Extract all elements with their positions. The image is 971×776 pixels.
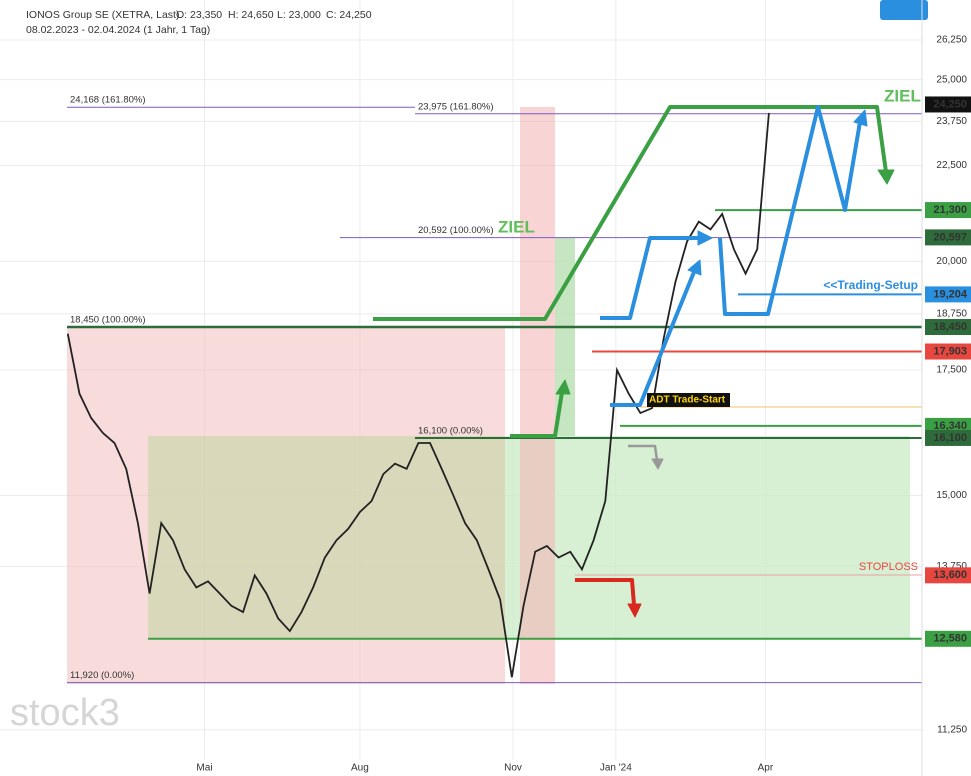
price-tag: 20,597: [933, 231, 967, 243]
y-tick-label: 15,000: [936, 490, 967, 501]
price-tag: 13,600: [933, 569, 967, 581]
price-tag: 16,100: [933, 432, 967, 444]
fib-label: 20,592 (100.00%): [418, 225, 494, 236]
arrow-head: [687, 259, 702, 276]
ohlc-close: C: 24,250: [326, 9, 372, 21]
y-tick-label: 20,000: [936, 256, 967, 267]
ohlc-open: O: 23,350: [176, 9, 222, 21]
green-path: [510, 391, 564, 438]
ziel-label: ZIEL: [884, 86, 921, 105]
arrow-head: [651, 458, 664, 470]
chart-subtitle: 08.02.2023 - 02.04.2024 (1 Jahr, 1 Tag): [26, 24, 210, 36]
y-tick-label: 18,750: [936, 309, 967, 320]
stoploss-label: STOPLOSS: [859, 561, 918, 573]
price-tag: 16,340: [933, 420, 967, 432]
fib-label: 16,100 (0.00%): [418, 425, 483, 436]
y-tick-label: 25,000: [936, 74, 967, 85]
x-tick-label: Apr: [758, 763, 774, 774]
price-tag-bg: [925, 286, 971, 303]
price-tag-bg: [925, 319, 971, 336]
price-tag: 24,250: [933, 98, 967, 110]
price-tag-bg: [925, 417, 971, 434]
blue-path: [600, 236, 700, 320]
price-tag-bg: [925, 429, 971, 446]
price-tag-bg: [925, 96, 971, 113]
price-tag: 21,300: [933, 204, 967, 216]
y-tick-label: 22,500: [936, 160, 967, 171]
price-line: [66, 112, 770, 678]
price-tag: 19,204: [933, 288, 968, 300]
fib-label: 23,975 (161.80%): [418, 101, 494, 112]
fib-label: 11,920 (0.00%): [70, 670, 134, 681]
chart-title: IONOS Group SE (XETRA, Last): [26, 9, 179, 21]
gray-path: [628, 444, 659, 461]
price-tag: 12,580: [933, 633, 967, 645]
levels: 24,168 (161.80%) 23,975 (161.80%) 20,592 (…: [67, 95, 922, 684]
zone-green-vertical: [555, 238, 575, 436]
arrow-head: [627, 603, 642, 618]
trade-start-bg: [647, 393, 730, 407]
fib-label: 24,168 (161.80%): [70, 95, 146, 106]
x-tick-label: Jan '24: [600, 763, 632, 774]
price-tag-bg: [925, 202, 971, 219]
axis: 11,250 13,750 15,000 17,500 18,750 20,000 22,5…: [196, 0, 971, 776]
zone-green: [505, 436, 910, 639]
y-tick-label: 17,500: [936, 365, 967, 376]
x-tick-label: Nov: [504, 763, 522, 774]
green-path: [373, 105, 888, 321]
header: IONOS Group SE (XETRA, Last) O: 23,350 H…: [26, 9, 372, 36]
x-tick-label: Mai: [196, 763, 212, 774]
toolbar-button[interactable]: [880, 0, 928, 20]
y-tick-label: 13,750: [936, 561, 967, 572]
arrow-head: [853, 109, 868, 127]
y-tick-label: 23,750: [936, 116, 967, 127]
arrow-head: [697, 230, 713, 246]
x-tick-label: Aug: [351, 763, 369, 774]
watermark: stock3: [10, 692, 120, 734]
price-tag: 18,450: [933, 321, 967, 333]
trading-setup-label: <<Trading-Setup: [823, 278, 918, 292]
price-tag-bg: [925, 229, 971, 246]
price-tag-bg: [925, 567, 971, 584]
arrows: [373, 105, 895, 618]
trade-start-label: ADT Trade-Start: [649, 395, 726, 406]
ohlc-low: L: 23,000: [277, 9, 321, 21]
y-tick-label: 26,250: [936, 35, 967, 46]
price: [66, 112, 770, 678]
fib-label: 18,450 (100.00%): [70, 315, 146, 326]
arrow-head: [555, 379, 571, 395]
zone-olive: [148, 436, 505, 639]
ohlc-high: H: 24,650: [228, 9, 274, 21]
price-tag: 17,903: [933, 345, 967, 357]
zone-pink-vertical: [520, 107, 555, 684]
price-tag-bg: [925, 343, 971, 360]
price-tag-bg: [925, 630, 971, 647]
red-path: [575, 578, 636, 606]
arrow-head: [877, 169, 895, 185]
blue-path: [718, 105, 862, 316]
y-tick-label: 11,250: [937, 724, 967, 735]
ziel-label: ZIEL: [498, 217, 535, 236]
blue-path: [610, 271, 696, 407]
